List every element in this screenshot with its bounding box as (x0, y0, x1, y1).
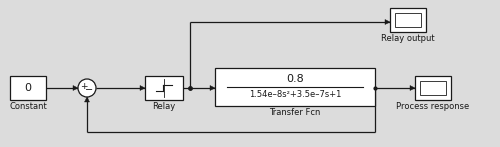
Text: Process response: Process response (396, 102, 469, 111)
Text: −: − (85, 85, 93, 95)
Text: 0: 0 (24, 83, 32, 93)
Polygon shape (140, 86, 145, 91)
Polygon shape (210, 86, 215, 91)
Text: 1.54e–8s²+3.5e–7s+1: 1.54e–8s²+3.5e–7s+1 (249, 90, 341, 99)
Bar (390, 8, 426, 32)
Polygon shape (410, 86, 415, 91)
Text: Relay: Relay (152, 102, 176, 111)
Bar (145, 76, 183, 100)
Polygon shape (385, 20, 390, 25)
Text: Constant: Constant (9, 102, 47, 111)
Text: Transfer Fcn: Transfer Fcn (270, 108, 320, 117)
Bar (215, 68, 375, 106)
Bar (415, 76, 451, 100)
Bar (420, 81, 446, 95)
Bar (10, 76, 46, 100)
Text: +: + (80, 82, 88, 91)
Circle shape (78, 79, 96, 97)
Text: 0.8: 0.8 (286, 74, 304, 84)
Text: Relay output: Relay output (381, 34, 435, 43)
Polygon shape (84, 97, 89, 102)
Polygon shape (73, 86, 78, 91)
Bar (395, 13, 421, 27)
